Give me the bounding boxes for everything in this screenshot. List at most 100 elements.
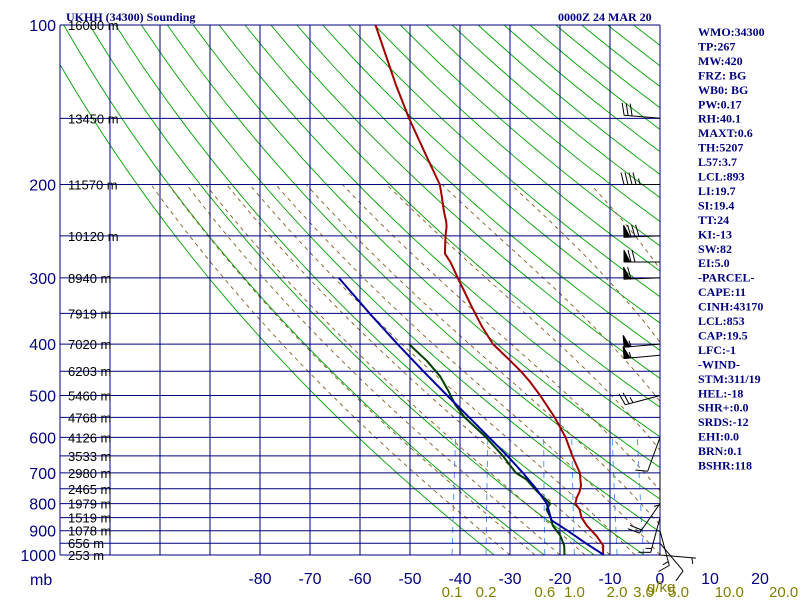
- wind-barb-staff: [659, 542, 684, 582]
- dry-adiabat: [244, 25, 660, 408]
- height-label: 7020 m: [68, 337, 111, 352]
- height-label: 6203 m: [68, 364, 111, 379]
- dry-adiabat: [270, 25, 660, 379]
- wind-barb: [622, 346, 661, 360]
- index-label: BRN:0.1: [698, 444, 742, 458]
- mixing-ratio-line: [451, 437, 457, 555]
- wind-barb-staff: [638, 517, 661, 553]
- temperature-profile: [374, 25, 605, 555]
- dry-adiabat: [218, 25, 660, 438]
- mixing-ratio-line: [611, 437, 618, 555]
- index-label: LI:19.7: [698, 184, 736, 198]
- index-label: TH:5207: [698, 141, 743, 155]
- index-label: TT:24: [698, 213, 729, 227]
- wind-barb-staff: [624, 351, 661, 359]
- dry-adiabat: [400, 25, 660, 247]
- height-label: 10120 m: [68, 229, 119, 244]
- wind-barb: [658, 530, 670, 572]
- mixing-ratio-label: 3.0: [633, 584, 654, 600]
- index-label: LCL:853: [698, 314, 745, 328]
- index-label: CINH:43170: [698, 300, 763, 314]
- pressure-tick-labels: 1000 900 800 700 600 500 400 300 200 100: [20, 18, 56, 565]
- index-label: SHR+:0.0: [698, 401, 749, 415]
- index-label: PW:0.17: [698, 97, 742, 111]
- mixing-ratio-label: 0.2: [476, 584, 497, 600]
- wind-barb: [620, 172, 660, 185]
- index-label: SW:82: [698, 242, 732, 256]
- index-label: WB0: BG: [698, 83, 748, 97]
- wind-barb-staff: [621, 102, 661, 119]
- temperature-tick-label: 0: [656, 571, 665, 588]
- station-title: UKHH (34300) Sounding: [66, 10, 195, 24]
- temperature-tick-label: -80: [248, 571, 271, 588]
- temperature-tick-label: -70: [298, 571, 321, 588]
- pressure-unit-label: mb: [30, 572, 52, 589]
- wind-barb: [627, 503, 661, 534]
- index-label: RH:40.1: [698, 112, 741, 126]
- pressure-tick-label: 600: [29, 430, 56, 447]
- mixing-ratio-label: 20.0: [769, 584, 798, 600]
- height-label: 253 m: [68, 548, 104, 563]
- height-label: 5460 m: [68, 389, 111, 404]
- index-label: HEL:-18: [698, 386, 743, 400]
- mixing-ratio-label: 5.0: [668, 584, 689, 600]
- temperature-tick-label: -40: [448, 571, 471, 588]
- index-label: SI:19.4: [698, 198, 734, 212]
- parcel-profile: [338, 277, 605, 555]
- index-label: CAP:19.5: [698, 328, 748, 342]
- index-label: CAPE:11: [698, 285, 746, 299]
- wind-barb-staff: [659, 554, 696, 564]
- pressure-tick-label: 400: [29, 337, 56, 354]
- mixing-ratio-line: [571, 437, 575, 555]
- dry-adiabat: [141, 25, 660, 533]
- grid-lines: [59, 24, 661, 556]
- dry-adiabat: [60, 63, 496, 555]
- height-label: 1519 m: [68, 511, 111, 526]
- mixing-ratio-label: 0.1: [442, 584, 463, 600]
- temperature-tick-label: 20: [751, 571, 769, 588]
- dry-adiabat: [296, 25, 660, 351]
- wind-barb-staff: [624, 249, 660, 263]
- temperature-tick-label: -30: [498, 571, 521, 588]
- wind-barb: [621, 102, 661, 119]
- temperature-tick-labels: -80-70-60-50-40-30-20-10010203040: [248, 571, 769, 588]
- index-label: TP:267: [698, 40, 735, 54]
- index-label: MW:420: [698, 54, 743, 68]
- wind-barb-staff: [620, 172, 660, 185]
- mixing-ratio-labels: 0.10.20.61.02.03.05.010.020.040.0: [442, 584, 799, 600]
- wind-barb-staff: [623, 224, 661, 238]
- wind-barb-staff: [627, 503, 661, 534]
- dry-adiabat: [322, 25, 660, 324]
- wind-barb: [659, 554, 696, 564]
- sounding-profiles: [338, 25, 605, 555]
- index-label: LFC:-1: [698, 343, 736, 357]
- index-label: EI:5.0: [698, 256, 730, 270]
- wind-barb-staff: [618, 392, 661, 406]
- index-label: -WIND-: [698, 357, 740, 371]
- pressure-tick-label: 100: [29, 18, 56, 35]
- wind-barb-staff: [653, 472, 661, 509]
- temperature-tick-label: 10: [701, 571, 719, 588]
- index-label: BSHR:118: [698, 459, 752, 473]
- pressure-tick-label: 1000: [20, 548, 56, 565]
- mixing-ratio-label: 10.0: [715, 584, 744, 600]
- height-label: 2465 m: [68, 482, 111, 497]
- height-label: 2980 m: [68, 466, 111, 481]
- mixing-ratio-unit: g/kg: [647, 579, 675, 596]
- height-label: 16080 m: [68, 18, 119, 33]
- sounding-time: 0000Z 24 MAR 20: [558, 10, 652, 24]
- height-label: 3533 m: [68, 449, 111, 464]
- wind-barb: [623, 249, 660, 263]
- wind-barbs: [618, 102, 696, 582]
- dry-adiabat: [166, 25, 660, 500]
- height-label: 656 m: [68, 536, 104, 551]
- mixing-ratio-label: 2.0: [607, 584, 628, 600]
- index-label: SRDS:-12: [698, 415, 749, 429]
- pressure-tick-label: 700: [29, 466, 56, 483]
- temperature-tick-label: -10: [598, 571, 621, 588]
- wind-barb: [635, 437, 661, 472]
